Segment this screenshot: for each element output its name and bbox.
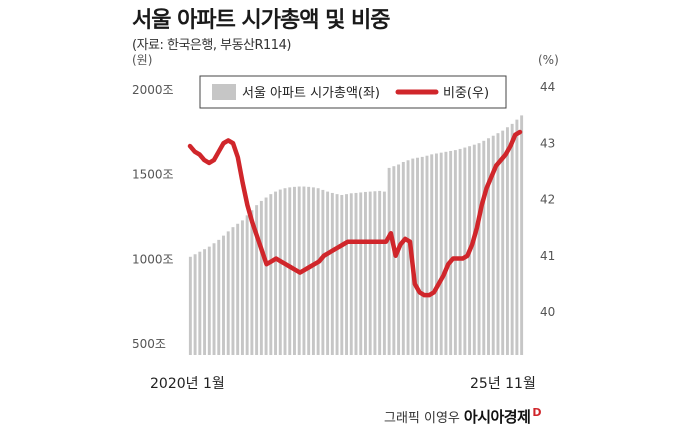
- bar-21: [288, 187, 292, 355]
- left-tick-2: 1000조: [132, 252, 174, 266]
- bar-42: [387, 167, 391, 355]
- bar-62: [482, 140, 486, 355]
- bar-7: [222, 235, 225, 355]
- share-line: [187, 129, 523, 298]
- bar-60: [472, 144, 476, 355]
- bar-65: [496, 133, 500, 355]
- bar-33: [345, 194, 348, 355]
- right-tick-3: 41: [540, 249, 555, 263]
- right-tick-0: 44: [540, 80, 555, 94]
- bar-12: [245, 215, 249, 355]
- bar-51: [430, 154, 434, 355]
- bar-3: [203, 249, 207, 355]
- left-axis-ticks: 2000조 1500조 1000조 500조: [132, 83, 174, 351]
- bar-2: [198, 251, 202, 355]
- right-tick-4: 40: [540, 305, 555, 319]
- bar-9: [231, 227, 235, 355]
- legend: 서울 아파트 시가총액(좌) 비중(우): [199, 75, 507, 109]
- bar-70: [520, 115, 524, 356]
- right-axis-ticks: 44 43 42 41 40: [540, 80, 555, 319]
- bar-32: [340, 194, 344, 355]
- bar-13: [250, 210, 254, 355]
- bar-68: [510, 123, 514, 356]
- brand-mark: D: [532, 406, 542, 419]
- bar-14: [255, 205, 259, 355]
- bar-61: [477, 143, 481, 355]
- bar-56: [453, 150, 457, 355]
- brand-name: 아시아경제: [463, 408, 531, 426]
- bar-58: [463, 147, 467, 355]
- bar-55: [449, 150, 453, 355]
- bar-44: [397, 164, 401, 355]
- bar-69: [515, 119, 519, 355]
- bar-8: [226, 231, 230, 355]
- bar-39: [373, 191, 377, 355]
- bar-27: [316, 188, 320, 355]
- bar-29: [326, 191, 330, 355]
- bar-45: [401, 161, 405, 355]
- bar-28: [321, 189, 325, 355]
- left-tick-1: 1500조: [132, 168, 174, 182]
- bar-64: [491, 135, 495, 355]
- bar-16: [264, 197, 268, 355]
- bar-11: [240, 220, 244, 355]
- legend-line-label: 비중(우): [443, 86, 489, 101]
- bar-25: [307, 186, 311, 355]
- bar-38: [368, 191, 372, 355]
- bar-53: [439, 152, 443, 355]
- bar-46: [406, 160, 410, 355]
- right-tick-1: 43: [540, 136, 555, 150]
- bar-66: [501, 130, 505, 355]
- bar-19: [278, 189, 282, 355]
- bar-15: [259, 200, 263, 355]
- right-tick-2: 42: [540, 193, 555, 207]
- bar-26: [311, 187, 315, 355]
- bar-57: [458, 148, 462, 355]
- bar-5: [212, 243, 216, 355]
- bar-20: [283, 188, 287, 355]
- left-tick-0: 2000조: [132, 83, 174, 97]
- legend-bar-swatch: [212, 84, 236, 100]
- bar-52: [434, 153, 438, 355]
- credit: 그래픽 이영우 아시아경제 D: [384, 406, 542, 427]
- bar-6: [217, 239, 221, 355]
- bar-18: [274, 191, 278, 355]
- credit-text: 그래픽 이영우: [384, 411, 460, 426]
- left-axis-unit: (원): [132, 53, 152, 67]
- bar-36: [359, 192, 363, 355]
- bar-17: [269, 194, 273, 355]
- bar-4: [207, 246, 211, 355]
- source-note: (자료: 한국은행, 부동산R114): [132, 38, 291, 53]
- bar-43: [392, 166, 396, 355]
- bar-35: [354, 192, 358, 355]
- bar-10: [236, 223, 240, 355]
- x-end-label: 25년 11월: [470, 376, 536, 392]
- bar-67: [505, 127, 509, 355]
- bar-54: [444, 151, 448, 355]
- bar-1: [193, 254, 197, 355]
- right-axis-unit: (%): [538, 53, 559, 67]
- bar-48: [416, 157, 419, 355]
- chart-title: 서울 아파트 시가총액 및 비중: [132, 8, 391, 33]
- bar-0: [188, 256, 192, 355]
- bar-50: [425, 155, 429, 355]
- left-tick-3: 500조: [132, 337, 166, 351]
- bar-31: [335, 194, 339, 355]
- bar-63: [487, 138, 490, 355]
- bar-41: [382, 191, 386, 355]
- bar-37: [364, 191, 367, 355]
- x-start-label: 2020년 1월: [150, 376, 225, 392]
- bar-49: [420, 156, 424, 355]
- bar-34: [349, 193, 353, 355]
- bar-30: [330, 192, 334, 355]
- legend-box: [199, 75, 507, 109]
- bar-40: [378, 190, 382, 355]
- legend-bar-label: 서울 아파트 시가총액(좌): [242, 86, 380, 101]
